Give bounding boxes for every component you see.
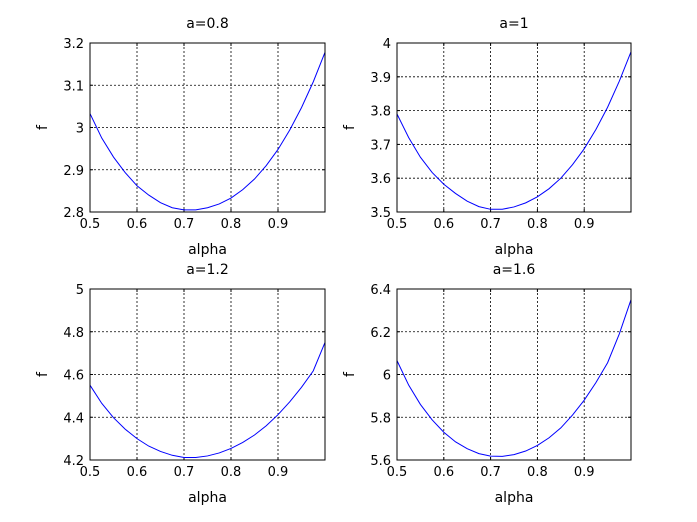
x-axis-label: alpha — [495, 242, 534, 258]
y-tick-label: 3 — [76, 122, 84, 137]
x-tick-label: 0.5 — [80, 465, 101, 480]
y-tick-label: 3.7 — [370, 138, 391, 153]
y-tick-label: 3.5 — [370, 206, 391, 221]
subplot-1: 0.5 0.6 0.7 0.8 0.9 2.8 2.9 3 3.1 3.2 a=0.8 alpha f — [35, 16, 326, 258]
series-line-1 — [396, 51, 632, 210]
x-tick-label: 0.5 — [80, 217, 101, 232]
y-tick-label: 2.9 — [63, 164, 84, 179]
y-axis-label: f — [342, 371, 358, 377]
x-tick-label: 0.5 — [387, 217, 408, 232]
series-line-1 — [89, 342, 326, 458]
x-tick-label: 0.6 — [127, 217, 148, 232]
y-tick-label: 4.8 — [63, 326, 84, 341]
y-tick-label: 4.2 — [63, 454, 84, 469]
y-tick-label: 5 — [76, 283, 84, 298]
y-tick-label: 3.2 — [63, 37, 84, 52]
x-axis-label: alpha — [495, 490, 534, 506]
x-tick-label: 0.7 — [480, 217, 501, 232]
plot-title: a=1 — [499, 16, 528, 32]
plot-title: a=0.8 — [186, 16, 229, 32]
x-tick-label: 0.6 — [433, 465, 454, 480]
series-line-1 — [89, 52, 326, 211]
plot-title: a=1.6 — [493, 262, 536, 278]
x-tick-label: 0.8 — [221, 217, 242, 232]
x-tick-label: 0.7 — [174, 217, 195, 232]
x-tick-label: 0.7 — [174, 465, 195, 480]
y-tick-label: 6 — [383, 369, 391, 384]
y-tick-label: 4 — [383, 37, 391, 52]
x-axis-label: alpha — [188, 242, 227, 258]
y-tick-label: 3.6 — [370, 172, 391, 187]
x-tick-label: 0.8 — [527, 217, 548, 232]
y-tick-label: 3.8 — [370, 105, 391, 120]
y-tick-label: 2.8 — [63, 206, 84, 221]
y-tick-label: 3.9 — [370, 71, 391, 86]
x-tick-label: 0.8 — [221, 465, 242, 480]
x-tick-label: 0.7 — [480, 465, 501, 480]
series-line-1 — [396, 299, 632, 457]
y-tick-label: 3.1 — [63, 79, 84, 94]
axes-frame — [89, 288, 326, 461]
x-tick-label: 0.9 — [268, 465, 289, 480]
axes-frame — [396, 288, 632, 461]
plot-area — [397, 43, 631, 212]
y-tick-label: 4.4 — [63, 411, 84, 426]
x-tick-label: 0.9 — [268, 217, 289, 232]
subplot-4: 0.5 0.6 0.7 0.8 0.9 5.6 5.8 6 6.2 6.4 a=1.6 alpha f — [342, 262, 632, 506]
y-tick-label: 6.4 — [370, 283, 391, 298]
x-tick-label: 0.6 — [127, 465, 148, 480]
y-tick-label: 5.6 — [370, 454, 391, 469]
y-tick-label: 5.8 — [370, 411, 391, 426]
y-axis-label: f — [35, 371, 51, 377]
x-tick-label: 0.9 — [574, 217, 595, 232]
subplot-3: 0.5 0.6 0.7 0.8 0.9 4.2 4.4 4.6 4.8 5 a=1.2 alpha f — [35, 262, 326, 506]
y-tick-label: 6.2 — [370, 326, 391, 341]
axes-frame — [89, 42, 326, 213]
plot-title: a=1.2 — [186, 262, 229, 278]
x-tick-label: 0.8 — [527, 465, 548, 480]
y-axis-label: f — [342, 124, 358, 130]
x-tick-label: 0.9 — [574, 465, 595, 480]
y-axis-label: f — [35, 124, 51, 130]
x-tick-label: 0.6 — [433, 217, 454, 232]
x-tick-label: 0.5 — [387, 465, 408, 480]
y-tick-label: 4.6 — [63, 369, 84, 384]
axes-frame — [396, 42, 632, 213]
subplot-2: 0.5 0.6 0.7 0.8 0.9 3.5 3.6 3.7 3.8 3.9 4 a=1 alpha f — [342, 16, 632, 258]
x-axis-label: alpha — [188, 490, 227, 506]
